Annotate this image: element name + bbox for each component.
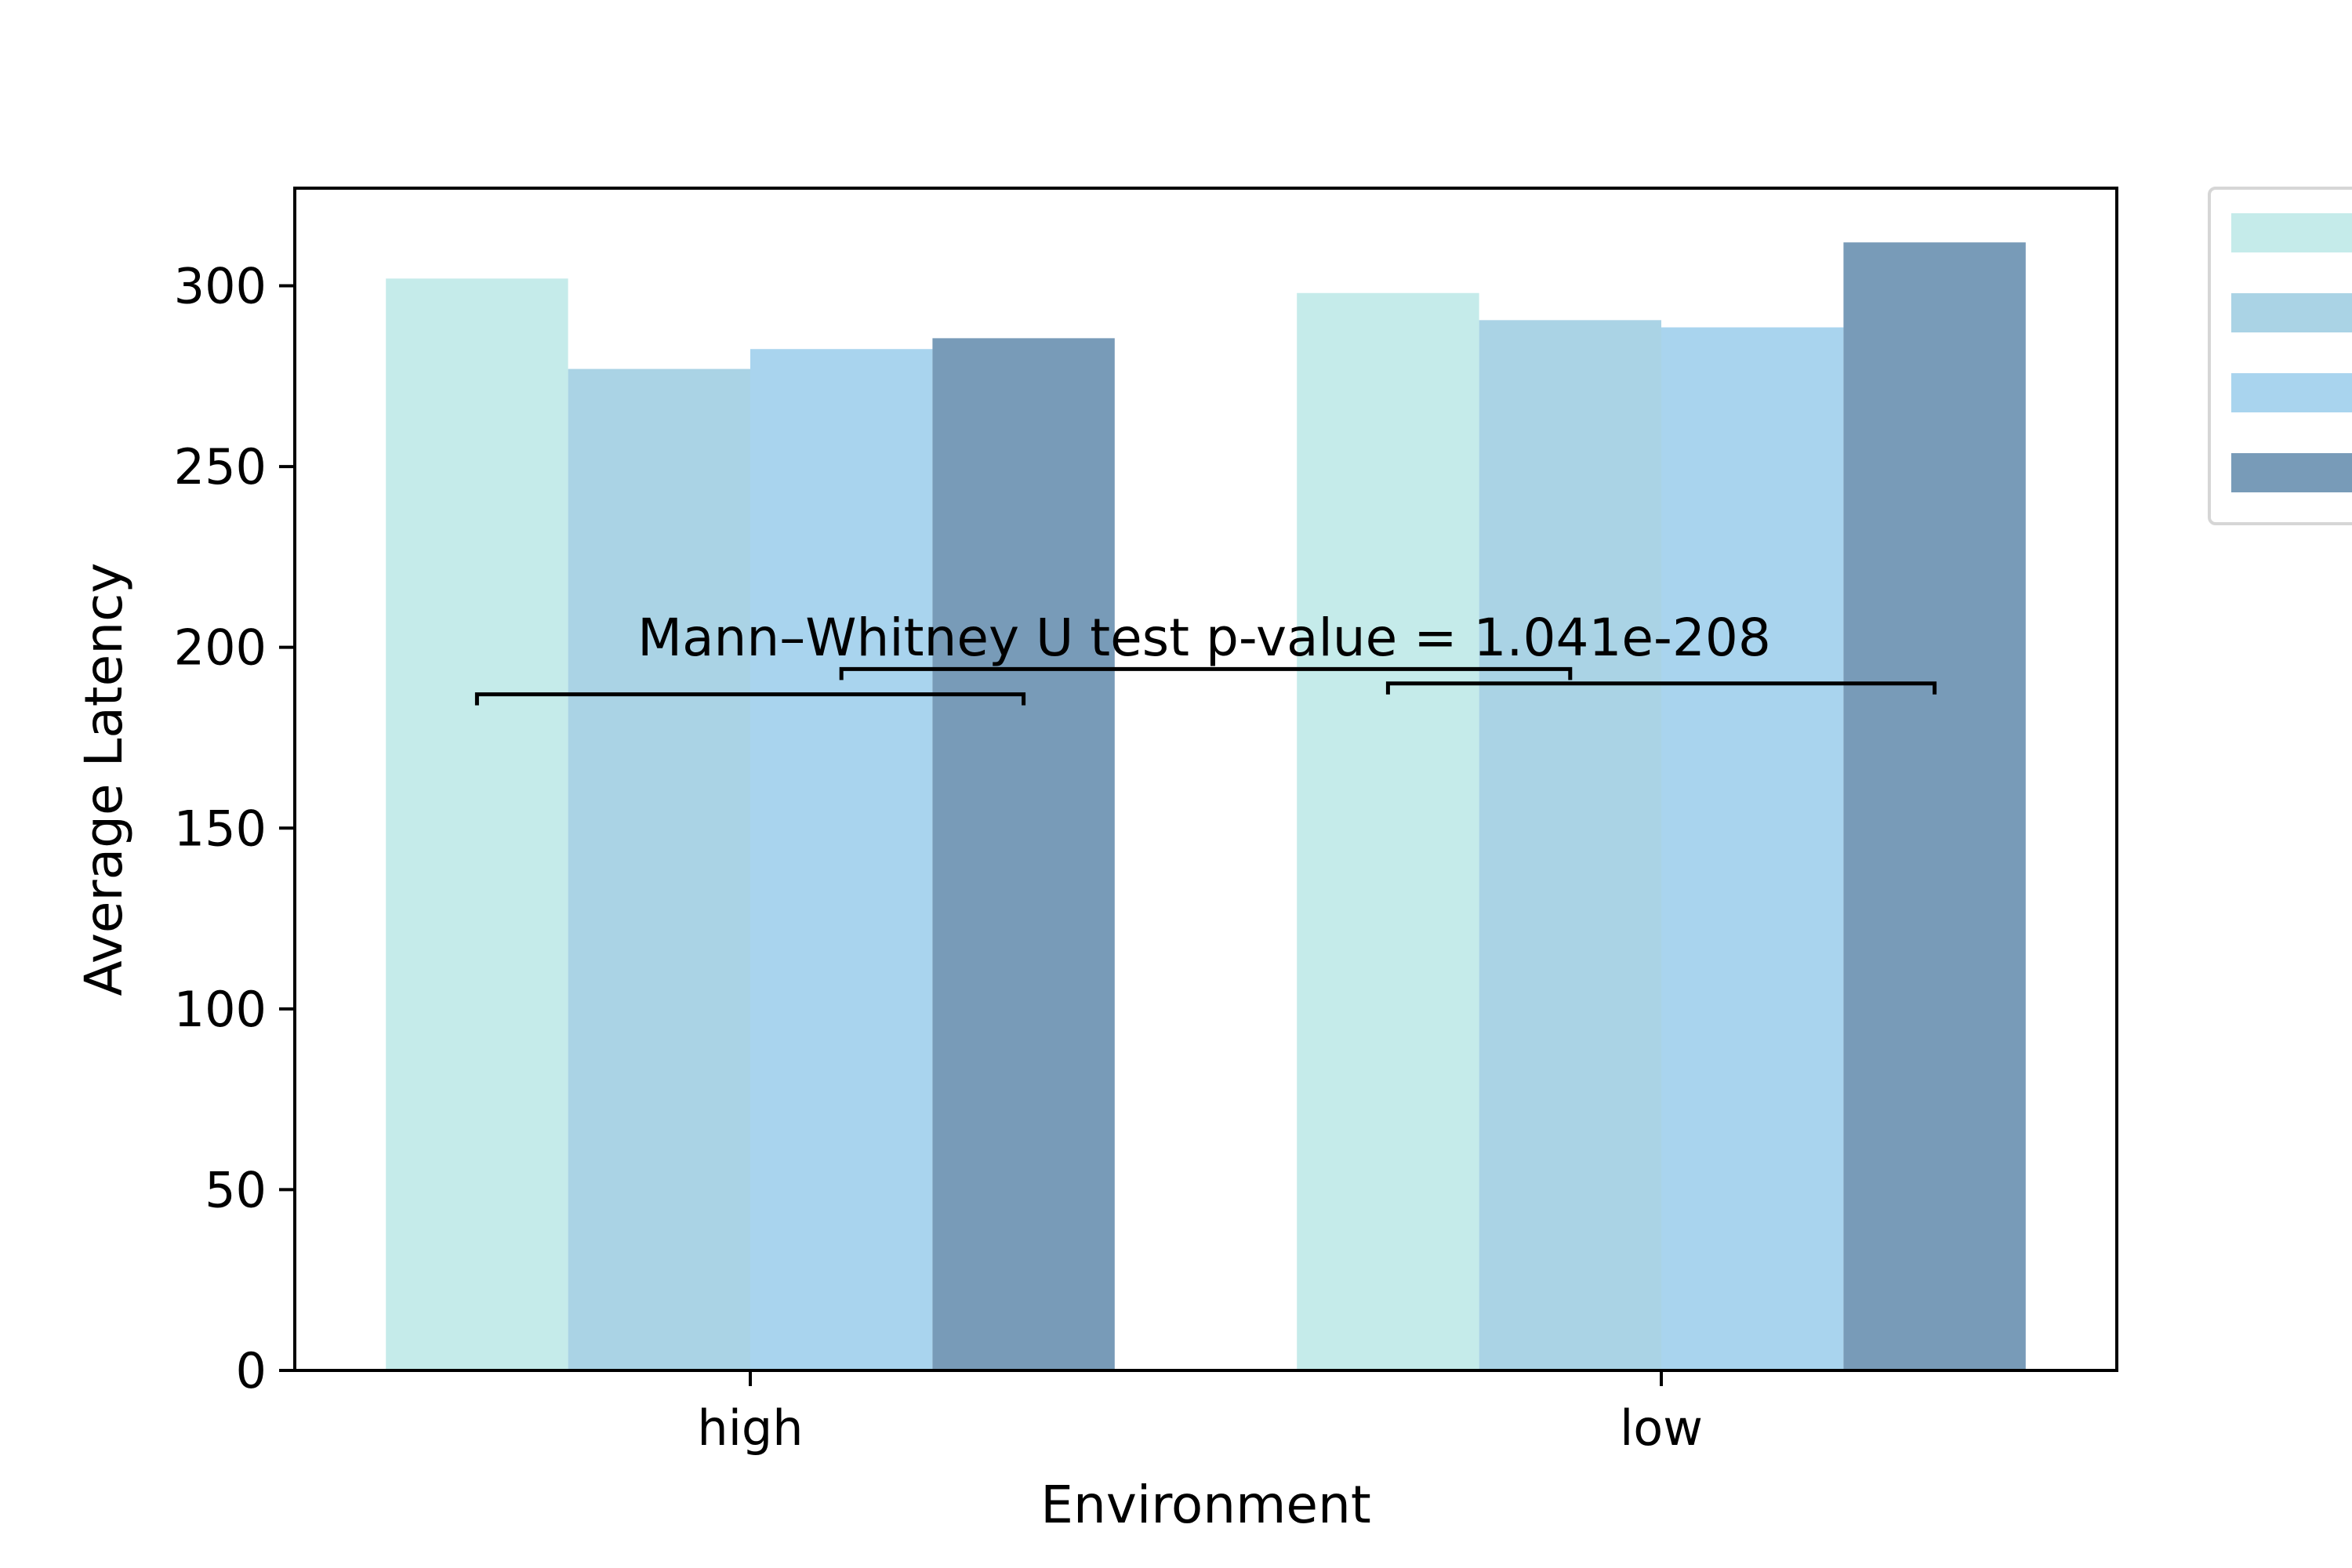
annotation-layer: Mann–Whitney U test p-value = 1.041e-208 <box>474 608 1937 706</box>
significance-bracket-2 <box>839 666 1573 681</box>
significance-bracket-1 <box>474 692 1026 706</box>
legend <box>2208 187 2352 525</box>
y-tick-label: 150 <box>174 800 267 857</box>
annotation-text: Mann–Whitney U test p-value = 1.041e-208 <box>637 608 1771 668</box>
significance-bracket-3 <box>1385 681 1937 695</box>
y-axis: 0 50 100 150 200 250 300 <box>174 258 295 1399</box>
legend-swatch-2 <box>2231 293 2352 332</box>
bar-high-1 <box>386 278 568 1370</box>
y-axis-label: Average Latency <box>74 563 134 996</box>
y-tick-label: 50 <box>205 1161 267 1218</box>
y-tick-label: 250 <box>174 438 267 495</box>
bar-high-2 <box>568 368 750 1370</box>
y-tick-label: 200 <box>174 619 267 677</box>
x-tick-label: low <box>1620 1399 1703 1457</box>
x-axis-label: Environment <box>1040 1475 1370 1535</box>
bars-layer <box>386 242 2026 1371</box>
bar-high-4 <box>932 338 1115 1370</box>
legend-swatch-4 <box>2231 453 2352 492</box>
y-tick-label: 0 <box>236 1342 267 1399</box>
bar-high-3 <box>750 349 933 1370</box>
x-tick-label: high <box>697 1399 803 1457</box>
legend-frame <box>2208 187 2352 525</box>
bar-low-2 <box>1479 320 1661 1370</box>
x-axis: high low <box>697 1370 1703 1457</box>
bar-low-3 <box>1661 327 1844 1371</box>
y-tick-label: 100 <box>174 981 267 1038</box>
legend-swatch-1 <box>2231 213 2352 252</box>
bar-low-1 <box>1297 292 1479 1370</box>
y-tick-label: 300 <box>174 258 267 315</box>
plot-frame <box>293 187 2118 1372</box>
bar-low-4 <box>1843 242 2026 1370</box>
legend-swatch-3 <box>2231 373 2352 412</box>
